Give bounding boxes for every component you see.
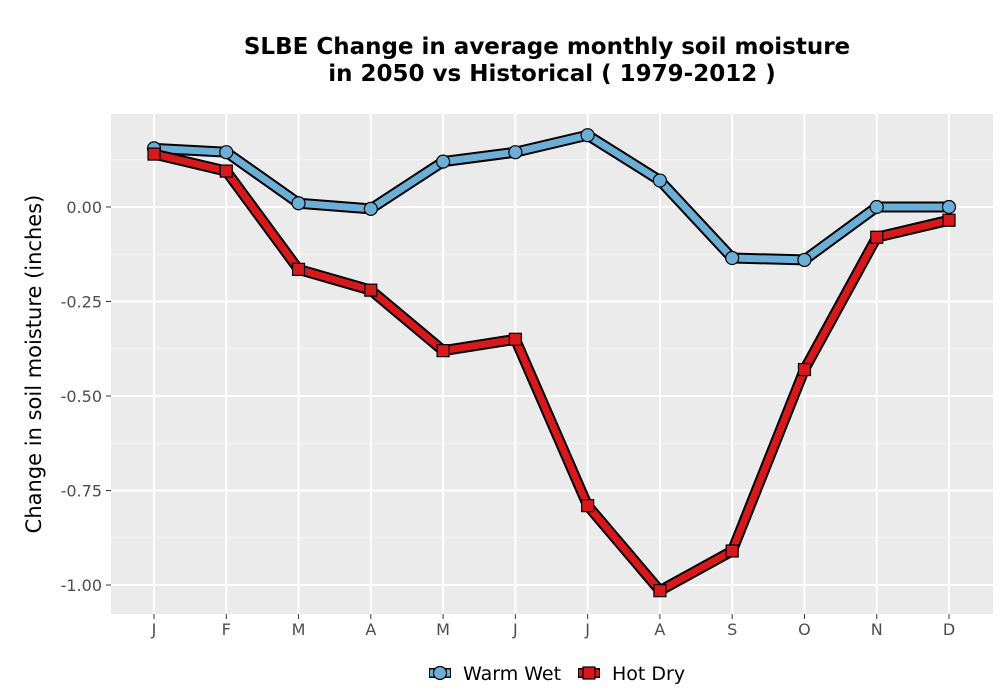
- series-layer: [146, 128, 957, 598]
- chart-title-line-2: in 2050 vs Historical ( 1979-2012 ): [328, 61, 775, 87]
- point-warm-wet: [797, 252, 812, 268]
- legend: Warm Wet Hot Dry: [429, 663, 685, 685]
- point-warm-wet: [435, 154, 451, 169]
- point-warm-wet: [725, 250, 740, 266]
- legend-label-hot-dry: Hot Dry: [612, 663, 685, 685]
- legend-key-marker-hot-dry: [582, 666, 596, 680]
- point-hot-dry: [581, 499, 595, 513]
- series-line-hot-dry: [150, 150, 953, 595]
- point-hot-dry: [942, 213, 956, 227]
- y-tick-label: -0.75: [61, 482, 102, 501]
- point-hot-dry: [870, 230, 884, 244]
- x-tick-label: M: [436, 620, 450, 639]
- point-hot-dry: [436, 344, 450, 358]
- point-hot-dry: [653, 584, 667, 598]
- point-warm-wet: [652, 173, 668, 188]
- x-tick-label: J: [151, 620, 157, 639]
- point-hot-dry: [147, 147, 161, 161]
- point-warm-wet: [291, 196, 306, 211]
- point-hot-dry: [219, 164, 233, 178]
- x-tick-label: N: [871, 620, 883, 639]
- x-tick-label: S: [727, 620, 737, 639]
- point-warm-wet: [508, 145, 523, 160]
- point-hot-dry: [797, 362, 812, 377]
- y-tick-label: -1.00: [61, 576, 102, 595]
- y-tick-label: -0.25: [61, 293, 102, 312]
- x-tick-label: D: [943, 620, 955, 639]
- legend-key-marker-warm-wet: [432, 665, 448, 681]
- x-tick-label: A: [654, 620, 665, 639]
- y-axis-title: Change in soil moisture (inches): [22, 195, 46, 534]
- y-axis: 0.00 -0.25 -0.50 -0.75 -1.00: [61, 198, 111, 595]
- point-hot-dry: [508, 332, 522, 346]
- chart-title-line-1: SLBE Change in average monthly soil mois…: [244, 34, 850, 60]
- y-tick-label: -0.50: [61, 387, 102, 406]
- point-warm-wet: [869, 199, 884, 215]
- point-warm-wet: [363, 201, 378, 216]
- y-tick-label: 0.00: [66, 198, 102, 217]
- grid-major-lines: [111, 114, 993, 614]
- point-warm-wet: [941, 199, 957, 215]
- plot-panel: [111, 114, 993, 614]
- x-tick-label: A: [365, 620, 376, 639]
- x-tick-label: J: [584, 620, 590, 639]
- x-tick-label: M: [292, 620, 306, 639]
- point-warm-wet: [580, 128, 595, 143]
- grid-minor-lines: [111, 159, 993, 539]
- x-tick-label: F: [222, 620, 231, 639]
- point-warm-wet: [219, 145, 234, 160]
- point-hot-dry: [364, 283, 378, 297]
- series-line-warm-wet: [150, 131, 953, 264]
- point-hot-dry: [291, 262, 306, 276]
- point-hot-dry: [725, 544, 739, 558]
- x-tick-label: J: [512, 620, 518, 639]
- x-tick-label: O: [798, 620, 811, 639]
- legend-label-warm-wet: Warm Wet: [463, 663, 561, 685]
